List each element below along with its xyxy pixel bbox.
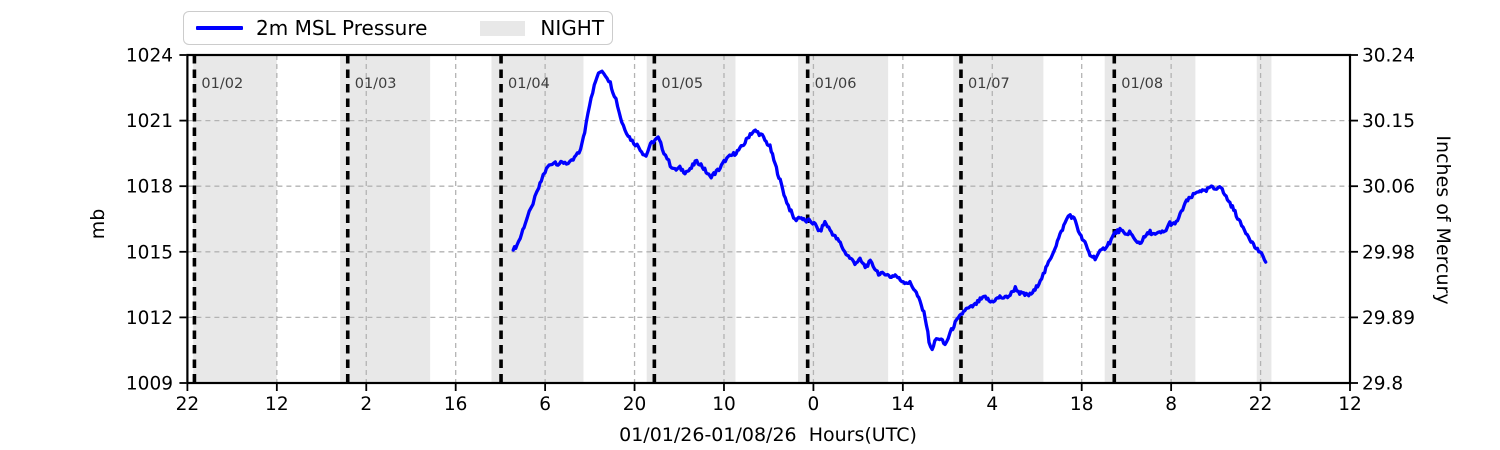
night-band bbox=[340, 55, 431, 383]
night-band bbox=[193, 55, 277, 383]
y-right-tick-label: 29.89 bbox=[1362, 308, 1415, 329]
x-tick-label: 6 bbox=[539, 394, 551, 415]
y-right-tick-label: 30.24 bbox=[1362, 46, 1415, 67]
y-right-tick-label: 29.98 bbox=[1362, 242, 1415, 263]
x-tick-label: 14 bbox=[891, 394, 915, 415]
date-label: 01/04 bbox=[508, 76, 550, 92]
y-axis-label-inches-of-mercury: Inches of Mercury bbox=[1432, 135, 1454, 305]
x-tick-label: 20 bbox=[623, 394, 647, 415]
date-label: 01/02 bbox=[201, 76, 243, 92]
y-left-tick-label: 1015 bbox=[126, 242, 173, 263]
date-label: 01/08 bbox=[1121, 76, 1163, 92]
series-layer bbox=[511, 69, 1268, 352]
y-left-tick-label: 1024 bbox=[126, 46, 173, 67]
night-band bbox=[1256, 55, 1272, 383]
night-swatch bbox=[480, 20, 526, 36]
y-right-tick-label: 29.8 bbox=[1362, 374, 1403, 395]
night-band bbox=[1104, 55, 1196, 383]
axes-layer: 22 12 2 16 6 20 10 0 14 4 18 8 22 12 1009 1012 1015 1018 1… bbox=[126, 46, 1415, 416]
y-left-tick-label: 1012 bbox=[126, 308, 173, 329]
night-band bbox=[646, 55, 736, 383]
x-tick-label: 12 bbox=[1338, 394, 1362, 415]
y-right-tick-label: 30.06 bbox=[1362, 177, 1415, 198]
y-left-tick-label: 1009 bbox=[126, 374, 173, 395]
x-tick-label: 18 bbox=[1070, 394, 1094, 415]
plot-border bbox=[186, 53, 1352, 385]
x-tick-label: 12 bbox=[265, 394, 289, 415]
legend-label-pressure: 2m MSL Pressure bbox=[256, 16, 428, 40]
y-left-tick-label: 1021 bbox=[126, 111, 173, 132]
legend: 2m MSL Pressure NIGHT bbox=[183, 11, 613, 45]
night-band bbox=[953, 55, 1044, 383]
x-tick-label: 0 bbox=[808, 394, 820, 415]
x-tick-label: 8 bbox=[1165, 394, 1177, 415]
pressure-line-swatch bbox=[196, 26, 243, 30]
legend-label-night: NIGHT bbox=[540, 16, 605, 40]
x-axis-label: 01/01/26-01/08/26 Hours(UTC) bbox=[619, 424, 917, 446]
x-tick-label: 4 bbox=[986, 394, 998, 415]
y-axis-label-mb: mb bbox=[87, 208, 109, 240]
date-label: 01/03 bbox=[355, 76, 397, 92]
date-label: 01/05 bbox=[661, 76, 703, 92]
night-band bbox=[491, 55, 584, 383]
y-left-tick-label: 1018 bbox=[126, 177, 173, 198]
date-label: 01/06 bbox=[815, 76, 857, 92]
x-tick-label: 16 bbox=[444, 394, 468, 415]
x-tick-label: 22 bbox=[1249, 394, 1273, 415]
x-tick-label: 2 bbox=[360, 394, 372, 415]
night-band bbox=[798, 55, 889, 383]
date-label: 01/07 bbox=[968, 76, 1010, 92]
y-right-tick-label: 30.15 bbox=[1362, 111, 1415, 132]
x-tick-label: 22 bbox=[176, 394, 200, 415]
x-tick-label: 10 bbox=[712, 394, 736, 415]
night-bands-layer bbox=[193, 55, 1272, 383]
pressure-line bbox=[511, 69, 1268, 352]
